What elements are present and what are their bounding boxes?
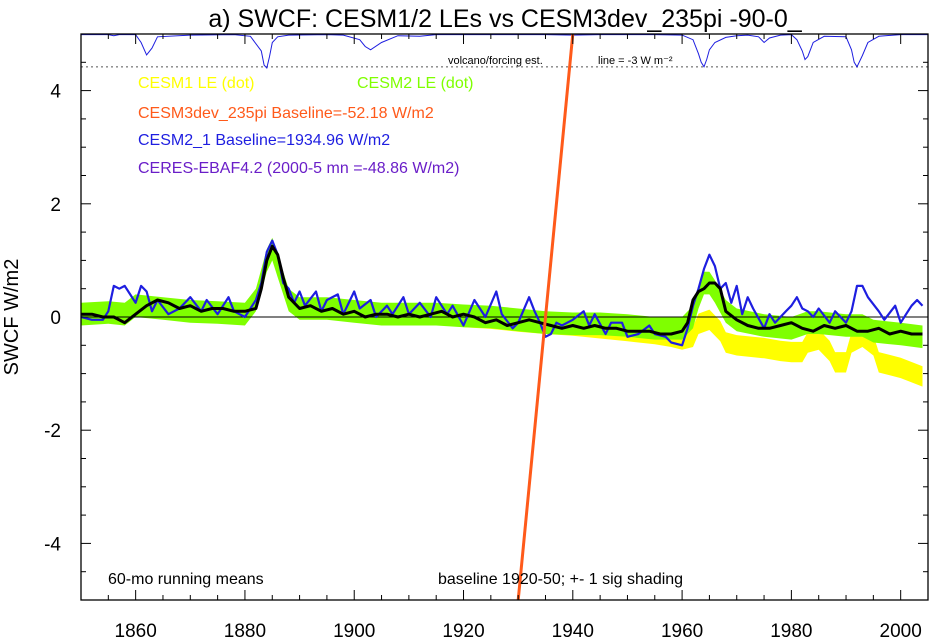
volcano-annotation: volcano/forcing est. [448,55,543,67]
x-tick-label: 1920 [442,621,484,641]
baseline-note: baseline 1920-50; +- 1 sig shading [438,571,683,588]
legend-cesm1-le: CESM1 LE (dot) [138,75,254,92]
y-tick-label: 0 [50,308,61,329]
x-tick-label: 2000 [880,621,922,641]
y-tick-label: 4 [50,82,61,103]
band-cesm2-le [81,237,923,349]
y-tick-label: 2 [50,195,61,216]
y-axis-label: SWCF W/m2 [1,259,23,376]
axes: 1860 1880 1900 1920 1940 1960 1980 2000 -4 -2 0 2 4 [44,33,929,641]
legend-ceres-ebaf: CERES-EBAF4.2 (2000-5 mn =-48.86 W/m2) [138,160,459,177]
series-cesm3dev-235pi [516,34,575,600]
y-tick-label: -2 [44,421,61,442]
legend-cesm3dev: CESM3dev_235pi Baseline=-52.18 W/m2 [138,105,434,122]
series-ensemble-mean [81,244,923,336]
running-means-note: 60-mo running means [108,571,264,588]
chart-title: a) SWCF: CESM1/2 LEs vs CESM3dev_235pi -… [208,5,802,33]
x-tick-label: 1880 [224,621,266,641]
x-tick-label: 1900 [333,621,375,641]
legend: CESM1 LE (dot) CESM2 LE (dot) CESM3dev_2… [138,75,473,177]
x-tick-label: 1980 [770,621,812,641]
line-reference-annotation: line = -3 W m⁻² [598,55,673,67]
legend-cesm2-1: CESM2_1 Baseline=1934.96 W/m2 [138,132,390,149]
x-tick-label: 1960 [661,621,703,641]
legend-cesm2-le: CESM2 LE (dot) [357,75,473,92]
x-tick-label: 1860 [115,621,157,641]
x-tick-label: 1940 [552,621,594,641]
y-tick-label: -4 [44,534,61,555]
plot-area [81,34,928,600]
